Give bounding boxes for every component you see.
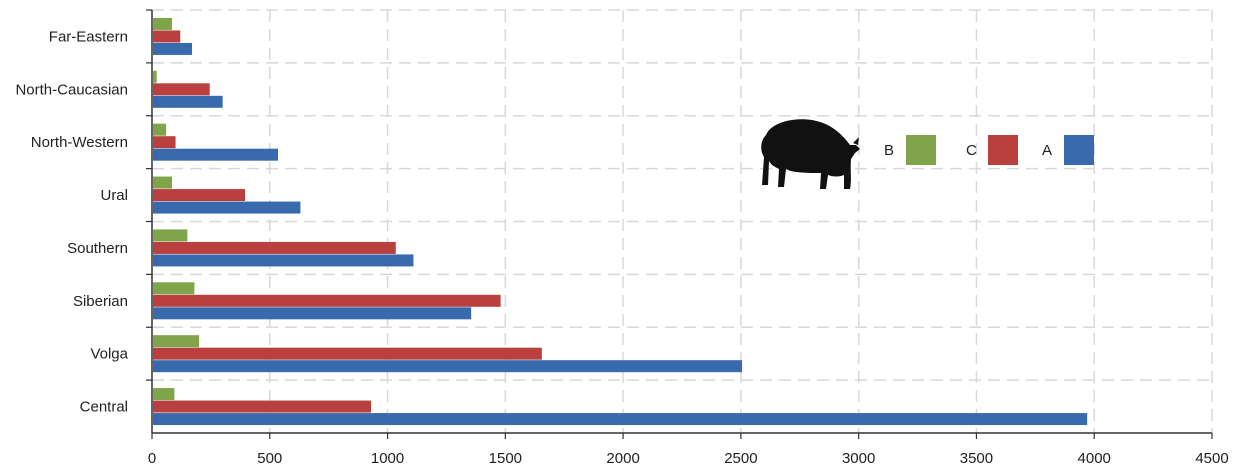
x-tick-label: 3000 xyxy=(842,450,875,467)
bar-b-far-eastern xyxy=(153,17,173,30)
bars xyxy=(153,17,1088,426)
y-ticks: Far-Eastern North-Caucasian North-Western U… xyxy=(15,9,152,416)
bar-a-southern xyxy=(153,254,414,267)
bar-c-far-eastern xyxy=(153,30,181,43)
bar-c-north-western xyxy=(153,136,176,149)
x-tick-label: 1500 xyxy=(489,450,522,467)
y-tick-label: Central xyxy=(80,399,128,416)
x-ticks: 0 500 1000 1500 2000 2500 3000 3500 4000 4500 xyxy=(148,433,1229,467)
x-tick-label: 0 xyxy=(148,450,156,467)
y-tick-label: Southern xyxy=(67,240,128,257)
bar-b-central xyxy=(153,388,175,401)
y-tick-label: North-Western xyxy=(31,134,128,151)
bar-c-ural xyxy=(153,189,246,202)
legend-swatch-c xyxy=(988,135,1018,165)
bar-a-far-eastern xyxy=(153,42,193,55)
bar-c-southern xyxy=(153,241,396,254)
bar-c-north-caucasian xyxy=(153,83,210,96)
x-tick-label: 2000 xyxy=(606,450,639,467)
legend-label-c: C xyxy=(966,142,977,159)
grid xyxy=(152,9,1213,433)
bar-c-volga xyxy=(153,347,542,360)
bar-b-southern xyxy=(153,229,188,242)
x-tick-label: 2500 xyxy=(724,450,757,467)
bar-a-siberian xyxy=(153,307,472,320)
pig-silhouette-icon xyxy=(761,119,860,189)
legend-label-a: A xyxy=(1042,142,1052,159)
x-tick-label: 4500 xyxy=(1195,450,1228,467)
x-tick-label: 1000 xyxy=(371,450,404,467)
y-tick-label: Ural xyxy=(100,187,128,204)
y-tick-label: North-Caucasian xyxy=(15,81,128,98)
bar-a-north-caucasian xyxy=(153,95,223,108)
x-tick-label: 3500 xyxy=(960,450,993,467)
bar-a-central xyxy=(153,413,1088,426)
bar-c-siberian xyxy=(153,294,501,307)
legend-swatch-a xyxy=(1064,135,1094,165)
legend-swatch-b xyxy=(906,135,936,165)
bar-b-volga xyxy=(153,335,200,348)
bar-b-siberian xyxy=(153,282,195,295)
bar-b-north-caucasian xyxy=(153,70,157,83)
bar-a-volga xyxy=(153,360,743,373)
y-tick-label: Far-Eastern xyxy=(49,28,128,45)
bar-b-ural xyxy=(153,176,173,189)
legend-label-b: B xyxy=(884,142,894,159)
y-tick-label: Siberian xyxy=(73,293,128,310)
bar-a-north-western xyxy=(153,148,279,161)
bar-b-north-western xyxy=(153,123,167,136)
bar-c-central xyxy=(153,400,372,413)
x-tick-label: 4000 xyxy=(1078,450,1111,467)
bar-a-ural xyxy=(153,201,301,214)
x-tick-label: 500 xyxy=(257,450,282,467)
y-tick-label: Volga xyxy=(90,346,128,363)
